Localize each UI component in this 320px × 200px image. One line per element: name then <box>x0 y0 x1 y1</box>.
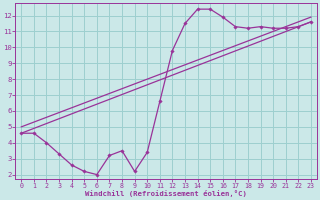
X-axis label: Windchill (Refroidissement éolien,°C): Windchill (Refroidissement éolien,°C) <box>85 190 247 197</box>
